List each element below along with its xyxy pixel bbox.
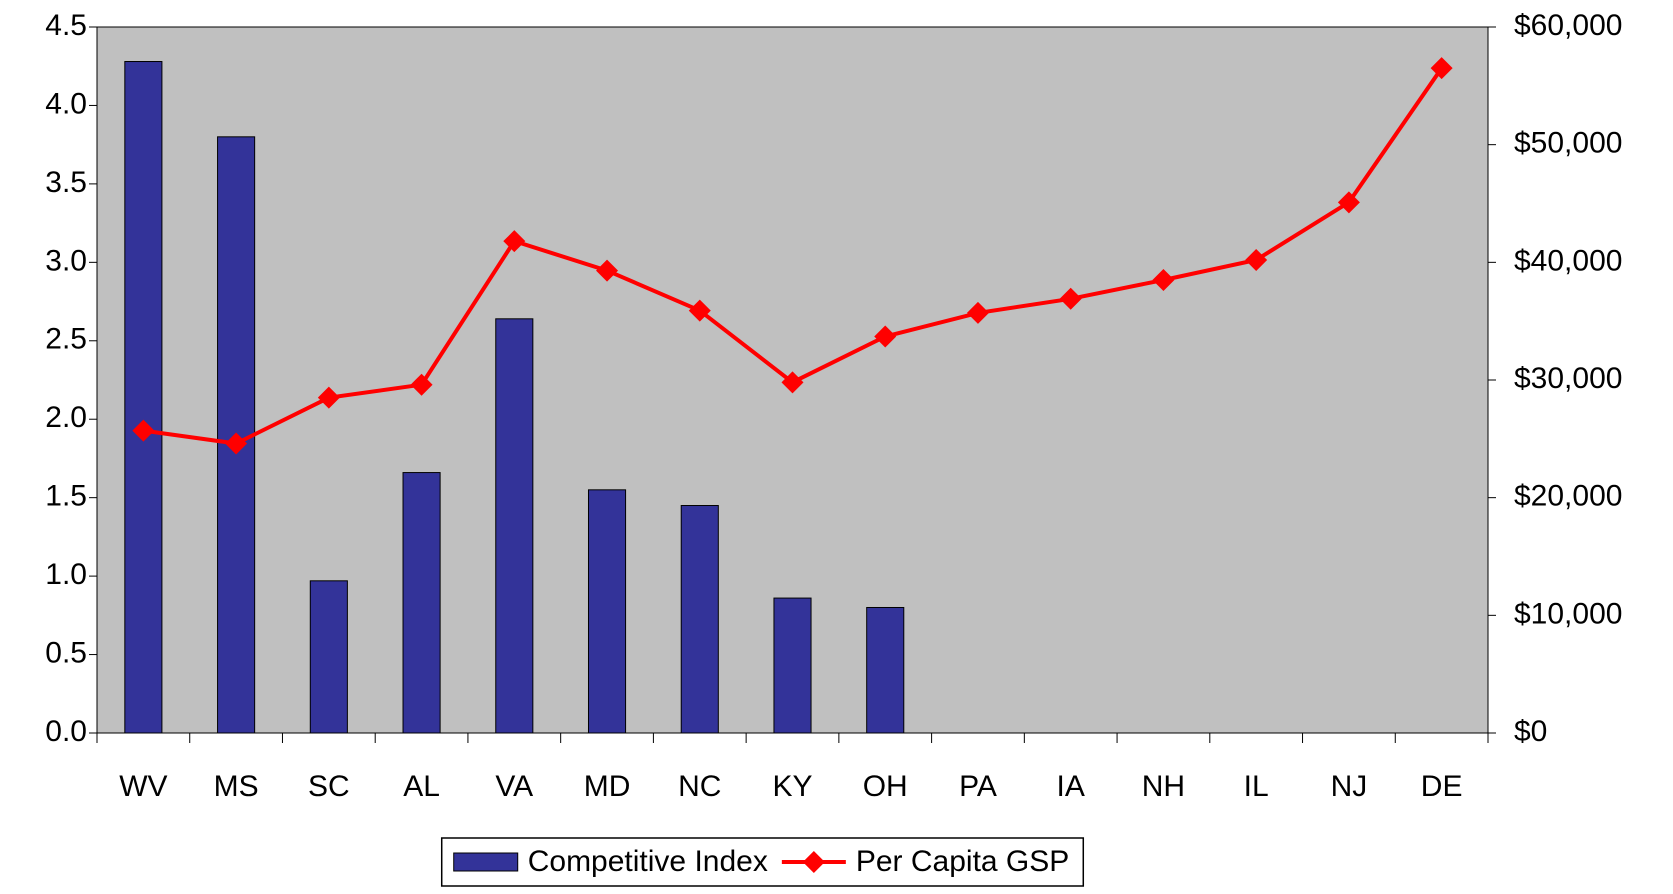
x-tick-label: DE <box>1421 770 1463 803</box>
y-tick-label: 1.5 <box>45 480 87 513</box>
y-tick-label: 3.0 <box>45 244 87 277</box>
bar <box>866 606 905 734</box>
y-tick-label: 0.5 <box>45 636 87 669</box>
x-tick-label: WV <box>119 770 167 803</box>
y-tick-label: 4.0 <box>45 87 87 120</box>
x-tick-label: NJ <box>1331 770 1368 803</box>
x-tick-label: PA <box>959 770 997 803</box>
x-tick-label: NC <box>678 770 721 803</box>
y2-tick-label: $30,000 <box>1514 362 1622 395</box>
x-tick-label: AL <box>403 770 440 803</box>
bar <box>495 318 534 734</box>
bar <box>587 489 627 734</box>
bar <box>773 597 812 734</box>
marker <box>225 432 248 455</box>
x-tick-label: NH <box>1142 770 1185 803</box>
legend-swatch <box>802 851 825 873</box>
y-tick-label: 2.5 <box>45 323 87 356</box>
y2-tick-label: $40,000 <box>1514 244 1622 277</box>
marker <box>596 259 619 282</box>
legend-label: Competitive Index <box>528 845 768 878</box>
y2-tick-label: $20,000 <box>1514 480 1622 513</box>
y-tick-label: 3.5 <box>45 166 87 199</box>
marker <box>688 299 711 322</box>
marker <box>1245 248 1268 271</box>
y2-tick-label: $0 <box>1514 715 1547 748</box>
bar <box>309 580 348 734</box>
legend <box>440 837 1085 887</box>
marker <box>781 371 804 394</box>
x-tick-label: VA <box>495 770 533 803</box>
marker <box>1152 268 1175 291</box>
marker <box>874 325 897 348</box>
x-tick-label: OH <box>863 770 908 803</box>
bar <box>680 505 719 734</box>
x-tick-label: IA <box>1057 770 1085 803</box>
x-tick-label: SC <box>308 770 350 803</box>
legend-label: Per Capita GSP <box>856 845 1069 878</box>
marker <box>132 419 155 442</box>
x-tick-label: KY <box>772 770 812 803</box>
x-tick-label: MD <box>584 770 631 803</box>
legend-swatch <box>453 852 519 872</box>
marker <box>410 373 433 396</box>
marker <box>1059 287 1082 310</box>
x-tick-label: MS <box>214 770 259 803</box>
marker <box>1430 57 1453 80</box>
y-tick-label: 2.0 <box>45 401 87 434</box>
marker <box>1337 191 1360 214</box>
y-tick-label: 4.5 <box>45 9 87 42</box>
y2-tick-label: $10,000 <box>1514 597 1622 630</box>
y2-tick-label: $60,000 <box>1514 9 1622 42</box>
x-tick-label: IL <box>1244 770 1269 803</box>
marker <box>966 301 989 324</box>
bar <box>402 472 441 734</box>
marker <box>503 230 526 253</box>
marker <box>317 386 340 409</box>
y-tick-label: 0.0 <box>45 715 87 748</box>
bar <box>124 61 163 734</box>
y-tick-label: 1.0 <box>45 558 87 591</box>
y2-tick-label: $50,000 <box>1514 127 1622 160</box>
